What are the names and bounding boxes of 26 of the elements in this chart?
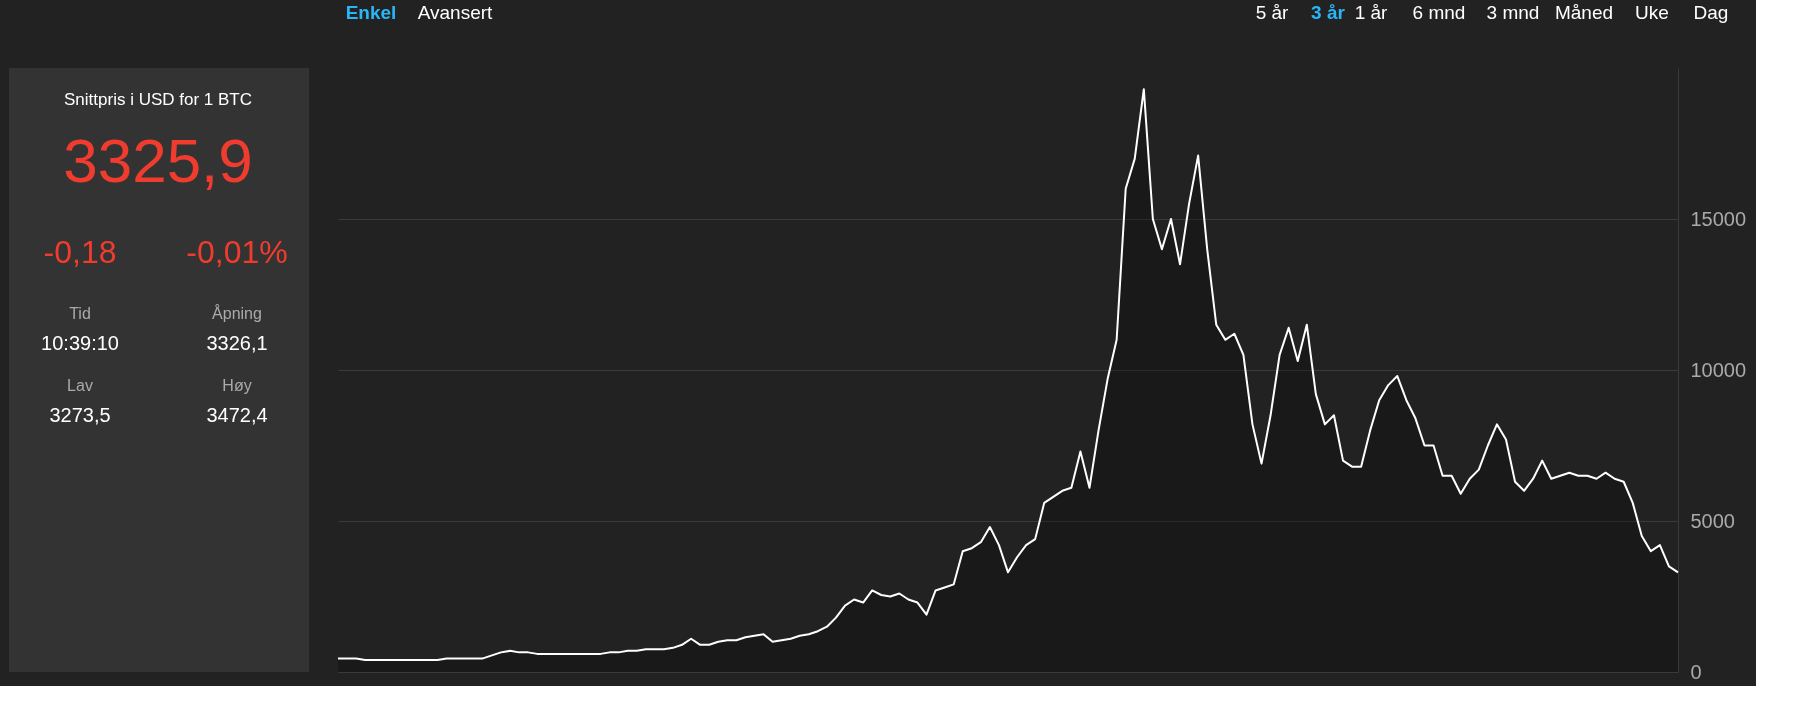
text: 5 år <box>1255 2 1290 23</box>
text: 3326,1 <box>206 332 268 354</box>
text: 6 mnd <box>1412 2 1466 23</box>
text: 10:39:10 <box>41 332 119 354</box>
text: Høy <box>222 377 252 394</box>
text: Måned <box>1554 2 1614 23</box>
y-tick-label: 10000 <box>1690 358 1747 381</box>
text: Åpning <box>212 304 262 322</box>
y-tick-label: 0 <box>1690 660 1702 683</box>
text: 3273,5 <box>49 404 111 426</box>
text: Enkel <box>345 2 397 23</box>
text: 3472,4 <box>206 404 268 426</box>
text: Tid <box>69 305 91 322</box>
y-tick-label: 5000 <box>1690 509 1735 532</box>
text: -0,18 <box>43 234 117 270</box>
text: Lav <box>67 377 93 394</box>
text: Dag <box>1693 2 1729 23</box>
text: Snittpris i USD for 1 BTC <box>64 90 252 109</box>
text: Avansert <box>417 2 494 23</box>
text: Uke <box>1635 2 1669 23</box>
text: 3325,9 <box>63 126 253 195</box>
text: 3 mnd <box>1486 2 1540 23</box>
text: 1 år <box>1354 2 1389 23</box>
y-tick-label: 15000 <box>1690 207 1747 230</box>
text: -0,01% <box>186 234 288 270</box>
text: 3 år <box>1311 2 1346 23</box>
